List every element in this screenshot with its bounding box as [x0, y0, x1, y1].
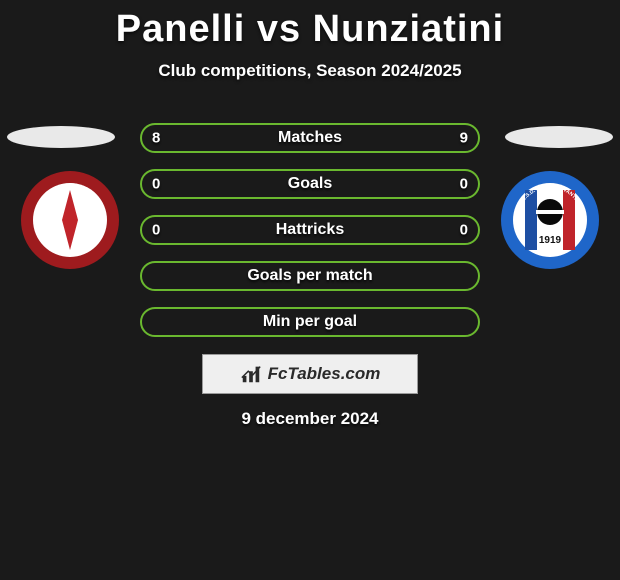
stat-value-left: 0 [152, 222, 160, 239]
bar-chart-icon [240, 363, 262, 385]
player-name-pill-right [505, 126, 613, 148]
stat-label: Hattricks [276, 221, 344, 239]
watermark-text: FcTables.com [268, 364, 381, 384]
stat-bar-matches: 8 Matches 9 [140, 123, 480, 153]
page-subtitle: Club competitions, Season 2024/2025 [0, 61, 620, 81]
stat-label: Min per goal [263, 313, 357, 331]
stat-value-left: 8 [152, 130, 160, 147]
stat-bar-hattricks: 0 Hattricks 0 [140, 215, 480, 245]
stat-value-right: 0 [460, 176, 468, 193]
stat-value-right: 9 [460, 130, 468, 147]
crest-right-year: 1919 [539, 235, 562, 246]
stat-bars: 8 Matches 9 0 Goals 0 0 Hattricks 0 Goal… [140, 123, 480, 353]
crest-left: CARPI FC 1909 [20, 170, 120, 270]
page-title: Panelli vs Nunziatini [0, 0, 620, 51]
stat-value-left: 0 [152, 176, 160, 193]
stat-bar-goals-per-match: Goals per match [140, 261, 480, 291]
stat-label: Goals [288, 175, 332, 193]
crest-left-svg: CARPI FC 1909 [20, 170, 120, 270]
crest-right-svg: 1919 U.S.D. SESTRI LEVANTE [500, 170, 600, 270]
player-name-pill-left [7, 126, 115, 148]
generation-date: 9 december 2024 [241, 409, 378, 429]
stat-value-right: 0 [460, 222, 468, 239]
stat-label: Goals per match [247, 267, 372, 285]
stat-bar-min-per-goal: Min per goal [140, 307, 480, 337]
stat-bar-goals: 0 Goals 0 [140, 169, 480, 199]
crest-right: 1919 U.S.D. SESTRI LEVANTE [500, 170, 600, 270]
watermark: FcTables.com [202, 354, 418, 394]
stat-label: Matches [278, 129, 342, 147]
